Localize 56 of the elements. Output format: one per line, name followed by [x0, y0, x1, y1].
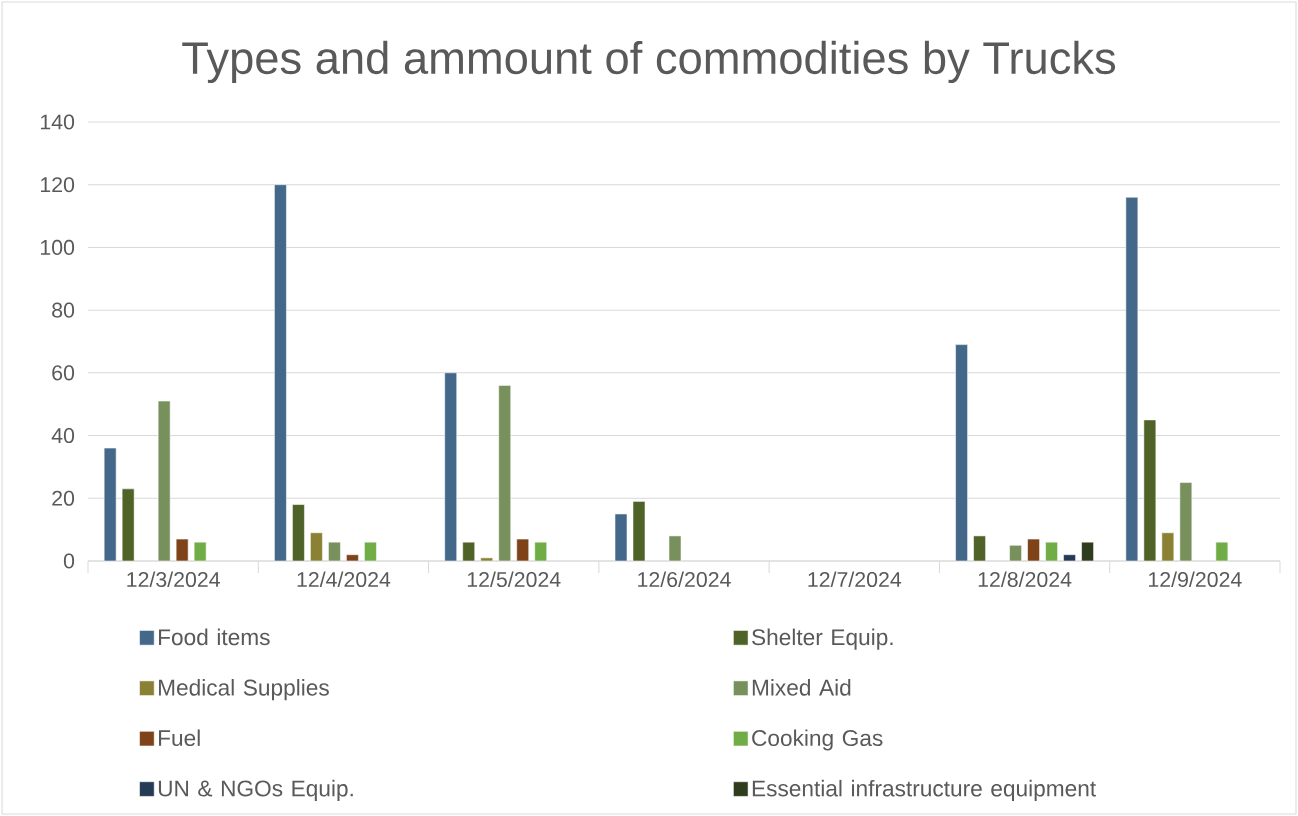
y-tick-label: 120	[40, 177, 75, 193]
bar	[462, 541, 475, 562]
x-tick-label: 12/8/2024	[978, 571, 1072, 588]
bar	[534, 541, 547, 562]
bar	[632, 501, 646, 562]
y-tick-label: 60	[52, 365, 75, 381]
x-tick-label: 12/7/2024	[808, 571, 902, 588]
bar	[668, 535, 682, 562]
bar	[310, 532, 323, 562]
y-tick-label: 140	[40, 114, 75, 130]
legend-label: Shelter Equip.	[752, 628, 893, 650]
bar	[498, 385, 511, 562]
bar	[1045, 541, 1058, 562]
legend-label: Fuel	[159, 729, 200, 747]
y-tick-label: 0	[63, 553, 75, 569]
x-tick-label: 12/4/2024	[297, 571, 391, 588]
legend-label: Cooking Gas	[752, 729, 883, 751]
bar	[480, 557, 493, 562]
bar	[1027, 538, 1040, 562]
bar	[1063, 554, 1076, 562]
bar	[121, 488, 135, 562]
x-tick-label: 12/9/2024	[1149, 571, 1242, 588]
x-tick-label: 12/3/2024	[127, 571, 220, 588]
bar	[1143, 419, 1157, 562]
legend-label: UN & NGOs Equip.	[158, 779, 353, 801]
bar	[328, 541, 341, 562]
bar	[1081, 541, 1094, 562]
bar	[1179, 482, 1193, 562]
bar	[1125, 196, 1139, 562]
y-tick-label: 80	[52, 302, 75, 318]
chart-title: Types and ammount of commodities by Trucks	[182, 40, 1116, 84]
bar	[614, 513, 628, 562]
bar	[1009, 545, 1022, 562]
legend-label: Mixed Aid	[752, 679, 851, 696]
legend-label: Essential infrastructure equipment	[752, 779, 1096, 801]
x-tick-label: 12/5/2024	[467, 571, 561, 588]
y-tick-label: 40	[51, 428, 75, 444]
bar	[175, 538, 189, 562]
legend-label: Food items	[159, 628, 270, 646]
bar	[193, 541, 207, 562]
y-tick-label: 100	[40, 239, 75, 255]
y-tick-label: 20	[52, 490, 75, 506]
bar	[103, 447, 117, 562]
bar	[444, 372, 457, 562]
bar	[292, 504, 305, 562]
bar	[274, 184, 287, 562]
bar	[346, 554, 359, 562]
x-tick-label: 12/6/2024	[638, 571, 731, 588]
bar	[1215, 541, 1229, 562]
legend-label: Medical Supplies	[159, 679, 329, 701]
bar	[157, 400, 171, 562]
bar	[516, 538, 529, 562]
bar	[364, 541, 377, 562]
bar	[1161, 532, 1175, 562]
bar	[973, 535, 986, 562]
bar	[955, 344, 968, 562]
